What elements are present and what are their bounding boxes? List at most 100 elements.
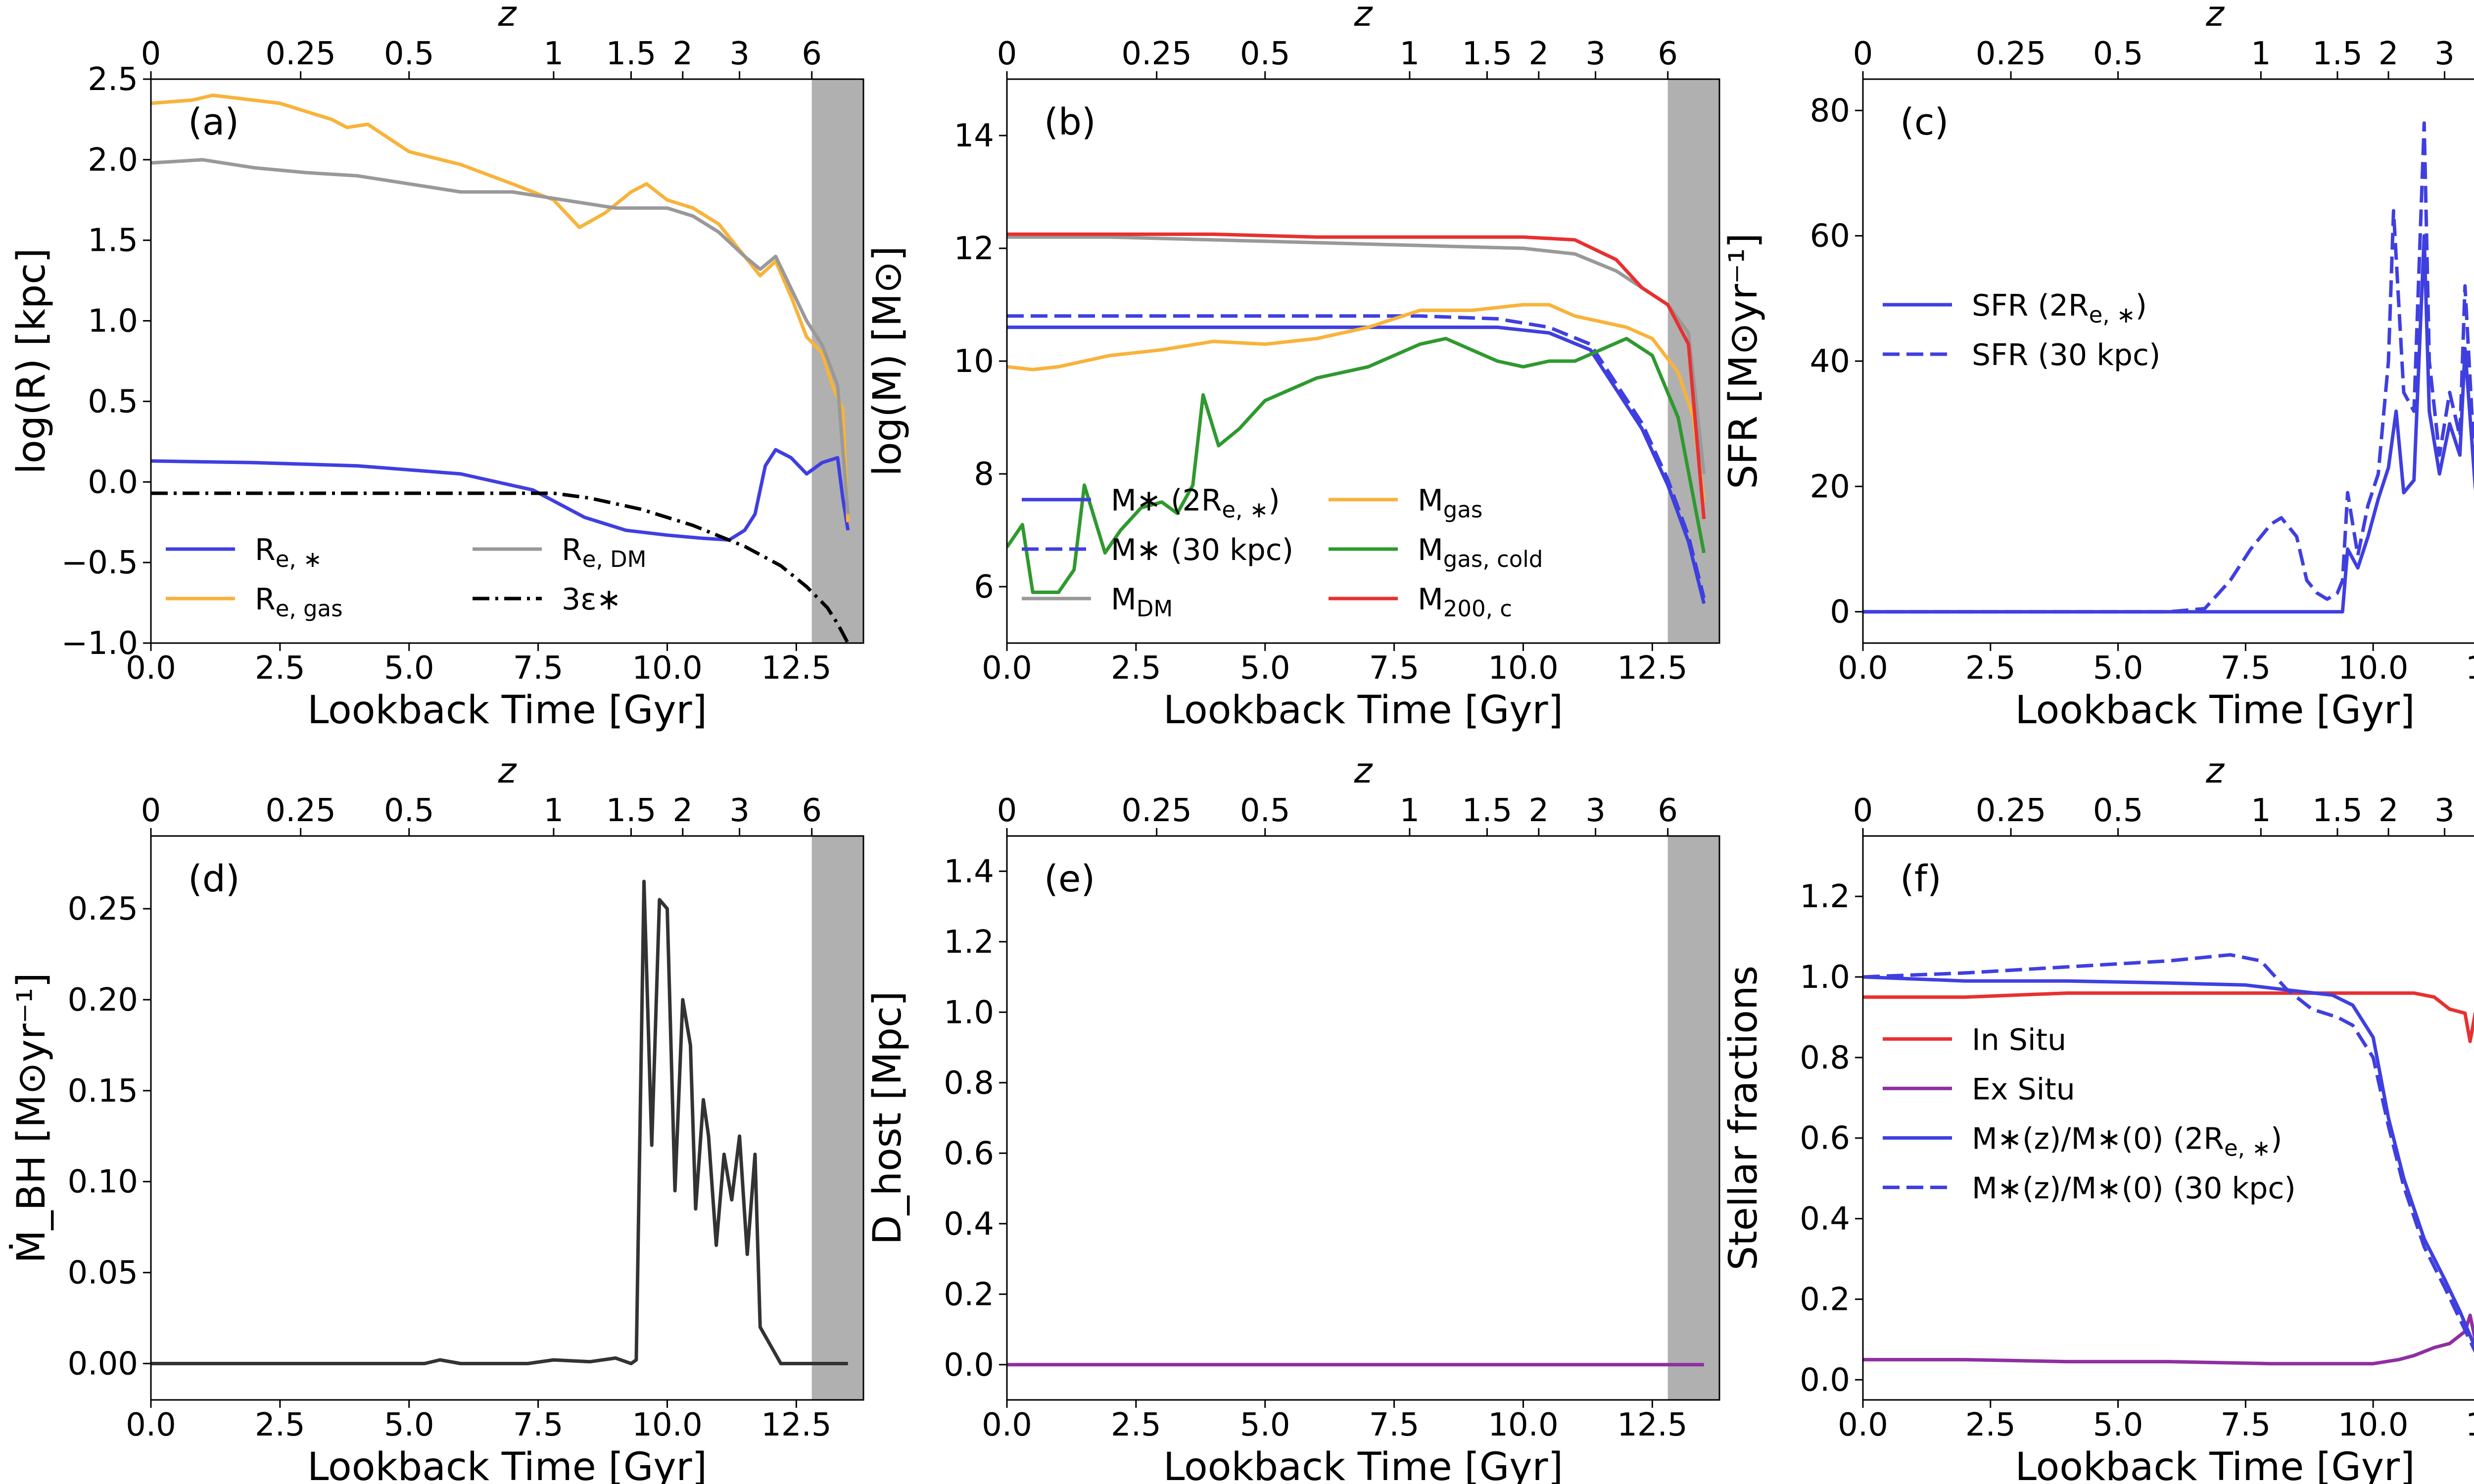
legend-label: MDM [1111,582,1173,622]
z-tick-label: 2 [2379,792,2399,829]
shaded-region [811,79,863,643]
x-axis-label: Lookback Time [Gyr] [2015,688,2415,733]
z-tick-label: 0.25 [1976,36,2046,72]
z-tick-label: 0.25 [1121,792,1192,829]
z-tick-label: 0.5 [2093,792,2143,829]
series-line-M-gas-cold [1007,336,1706,594]
y-tick-label: 40 [1810,343,1850,380]
x-tick-label: 2.5 [1111,650,1161,687]
y-axis-label: log(M) [M⊙] [865,246,910,476]
z-tick-label: 0.5 [384,36,434,72]
z-tick-label: 0.25 [1976,792,2046,829]
y-axis-label: Stellar fractions [1721,966,1766,1270]
y-tick-label: 0.8 [1800,1040,1850,1076]
y-tick-label: 0.20 [68,982,139,1019]
x-axis-label: Lookback Time [Gyr] [2015,1445,2415,1484]
series-line-SFR-2R-e- [1863,234,2474,614]
z-tick-label: 3 [729,36,750,72]
x-tick-label: 12.5 [1617,650,1688,687]
x-tick-label: 7.5 [2220,650,2271,687]
y-tick-label: 1.0 [88,303,138,340]
panel-label: (f) [1900,858,1942,900]
y-tick-label: 0 [1830,594,1850,631]
z-tick-label: 1.5 [2312,36,2363,72]
z-tick-label: 0 [141,36,161,72]
y-tick-label: 0.25 [68,891,139,928]
y-tick-label: 12 [954,231,994,267]
y-tick-label: 1.0 [1800,959,1850,996]
x-tick-label: 0.0 [126,1407,176,1443]
y-tick-label: 0.2 [944,1276,994,1313]
y-tick-label: 80 [1810,93,1850,129]
x-tick-label: 12.5 [2466,1407,2474,1443]
series-line-3eps- [151,491,850,643]
z-tick-label: 0.25 [265,36,336,72]
legend-label: M∗ (30 kpc) [1111,533,1293,567]
z-tick-label: 1.5 [606,792,657,829]
z-tick-label: 1 [544,36,564,72]
plot-frame [1862,835,2474,1401]
y-tick-label: 0.0 [944,1347,994,1384]
x-tick-label: 0.0 [126,650,176,687]
x-tick-label: 0.0 [982,1407,1032,1443]
x-tick-label: 12.5 [2466,650,2474,687]
x-tick-label: 2.5 [255,1407,305,1443]
y-axis-label: log(R) [kpc] [9,248,54,474]
y-tick-label: 2.5 [88,61,138,98]
legend-label: M∗ (2Re, ∗) [1111,483,1280,523]
panel-label: (c) [1900,101,1949,143]
x-tick-label: 7.5 [1369,1407,1420,1443]
panel-label: (e) [1044,858,1095,900]
x-tick-label: 5.0 [2093,650,2143,687]
z-tick-label: 6 [1658,36,1678,72]
x-tick-label: 2.5 [1111,1407,1161,1443]
shaded-region [1667,79,1719,643]
z-tick-label: 6 [802,792,822,829]
y-tick-label: 0.8 [944,1065,994,1102]
y-tick-label: 1.5 [88,223,138,259]
y-axis-label: D_host [Mpc] [865,991,910,1245]
plot-frame [1006,835,1720,1401]
x-axis-label: Lookback Time [Gyr] [1163,1445,1563,1484]
x-tick-label: 2.5 [1965,1407,2016,1443]
x-axis-label: Lookback Time [Gyr] [1163,688,1563,733]
z-axis-label: z [498,750,518,791]
z-tick-label: 0.25 [1121,36,1192,72]
z-tick-label: 0.5 [384,792,434,829]
legend-label: M200, c [1418,582,1512,622]
y-tick-label: 8 [974,456,994,493]
x-tick-label: 10.0 [2338,650,2409,687]
z-tick-label: 1 [544,792,564,829]
z-tick-label: 1.5 [606,36,657,72]
x-tick-label: 2.5 [255,650,305,687]
y-tick-label: 14 [954,118,994,154]
y-tick-label: 0.5 [88,383,138,420]
z-axis-label: z [2205,750,2225,791]
z-axis-label: z [498,0,518,34]
x-tick-label: 10.0 [1488,1407,1559,1443]
panel-label: (a) [188,101,239,143]
y-axis-label: Ṁ_BH [M⊙yr⁻¹] [9,973,54,1263]
z-tick-label: 6 [802,36,822,72]
y-tick-label: 0.6 [944,1135,994,1172]
x-tick-label: 10.0 [1488,650,1559,687]
z-axis-label: z [1354,750,1374,791]
plot-frame [150,78,864,644]
series-line-Mz-M0-30kpc [1863,953,2474,1353]
y-tick-label: 1.2 [944,924,994,961]
legend-label: M∗(z)/M∗(0) (30 kpc) [1972,1171,2296,1206]
y-tick-label: 0.4 [1800,1201,1850,1238]
y-tick-label: 20 [1810,468,1850,505]
z-tick-label: 3 [1585,792,1606,829]
y-tick-label: 1.2 [1800,879,1850,915]
x-tick-label: 0.0 [982,650,1032,687]
series-line-M-2R-e- [1007,325,1706,604]
legend-label: Mgas [1418,483,1482,523]
z-tick-label: 1 [1400,792,1420,829]
series-line-Mz-M0-2Re [1863,975,2474,1349]
x-tick-label: 2.5 [1965,650,2016,687]
y-tick-label: 0.4 [944,1206,994,1243]
series-line-M-30kpc- [1007,314,1706,599]
